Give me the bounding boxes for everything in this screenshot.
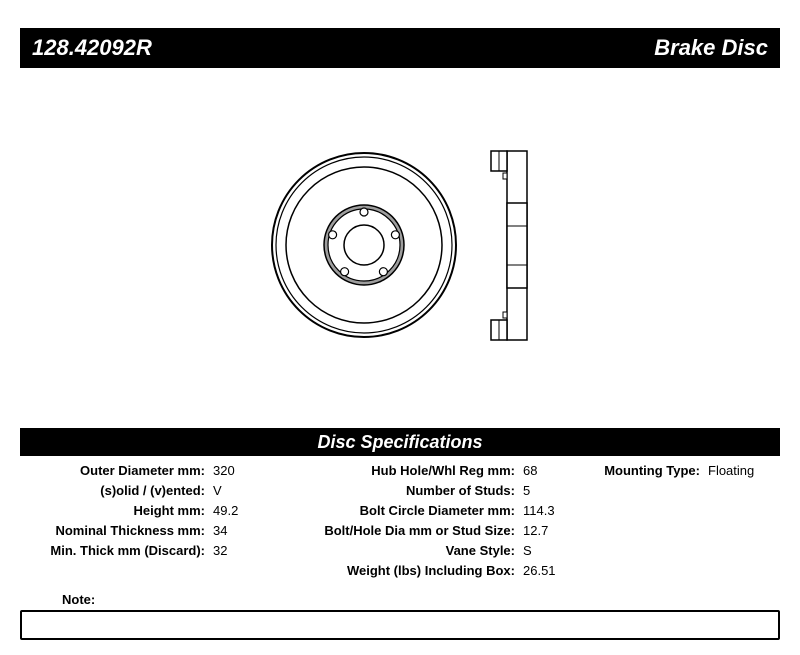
spec-value: 114.3 xyxy=(515,503,580,518)
product-type: Brake Disc xyxy=(654,35,768,61)
spec-row: Vane Style:S xyxy=(275,543,580,558)
spec-label: Number of Studs: xyxy=(275,483,515,498)
spec-label: Mounting Type: xyxy=(580,463,700,478)
spec-value: V xyxy=(205,483,275,498)
spec-row: Number of Studs:5 xyxy=(275,483,580,498)
spec-value: Floating xyxy=(700,463,780,478)
spec-label: Min. Thick mm (Discard): xyxy=(20,543,205,558)
spec-value: 26.51 xyxy=(515,563,580,578)
spec-label: Vane Style: xyxy=(275,543,515,558)
spec-label: Bolt/Hole Dia mm or Stud Size: xyxy=(275,523,515,538)
bottom-box xyxy=(20,610,780,640)
diagram-area xyxy=(20,85,780,405)
spec-column-3: Mounting Type:Floating xyxy=(580,463,780,578)
spec-value: 49.2 xyxy=(205,503,275,518)
spec-value: 12.7 xyxy=(515,523,580,538)
spec-row: Bolt Circle Diameter mm:114.3 xyxy=(275,503,580,518)
spec-row: Outer Diameter mm:320 xyxy=(20,463,275,478)
spec-value: 32 xyxy=(205,543,275,558)
spec-label: Weight (lbs) Including Box: xyxy=(275,563,515,578)
spec-value: 34 xyxy=(205,523,275,538)
spec-column-2: Hub Hole/Whl Reg mm:68Number of Studs:5B… xyxy=(275,463,580,578)
rotor-face-diagram xyxy=(269,150,459,340)
spec-column-1: Outer Diameter mm:320(s)olid / (v)ented:… xyxy=(20,463,275,578)
spec-columns: Outer Diameter mm:320(s)olid / (v)ented:… xyxy=(20,463,780,578)
spec-label: Hub Hole/Whl Reg mm: xyxy=(275,463,515,478)
spec-row: Weight (lbs) Including Box:26.51 xyxy=(275,563,580,578)
part-number: 128.42092R xyxy=(32,35,152,61)
spec-label: Outer Diameter mm: xyxy=(20,463,205,478)
rotor-side-diagram xyxy=(487,148,531,343)
spec-row: Nominal Thickness mm:34 xyxy=(20,523,275,538)
spec-row: Mounting Type:Floating xyxy=(580,463,780,478)
note-label: Note: xyxy=(62,592,95,607)
spec-header-text: Disc Specifications xyxy=(317,432,482,453)
header-bar: 128.42092R Brake Disc xyxy=(20,28,780,68)
spec-label: (s)olid / (v)ented: xyxy=(20,483,205,498)
spec-value: 68 xyxy=(515,463,580,478)
spec-row: Min. Thick mm (Discard):32 xyxy=(20,543,275,558)
spec-row: Hub Hole/Whl Reg mm:68 xyxy=(275,463,580,478)
spec-label: Height mm: xyxy=(20,503,205,518)
spec-value: 320 xyxy=(205,463,275,478)
spec-row: Height mm:49.2 xyxy=(20,503,275,518)
spec-row: (s)olid / (v)ented:V xyxy=(20,483,275,498)
spec-label: Bolt Circle Diameter mm: xyxy=(275,503,515,518)
spec-row: Bolt/Hole Dia mm or Stud Size:12.7 xyxy=(275,523,580,538)
spec-label: Nominal Thickness mm: xyxy=(20,523,205,538)
spec-value: 5 xyxy=(515,483,580,498)
spec-value: S xyxy=(515,543,580,558)
spec-header-bar: Disc Specifications xyxy=(20,428,780,456)
